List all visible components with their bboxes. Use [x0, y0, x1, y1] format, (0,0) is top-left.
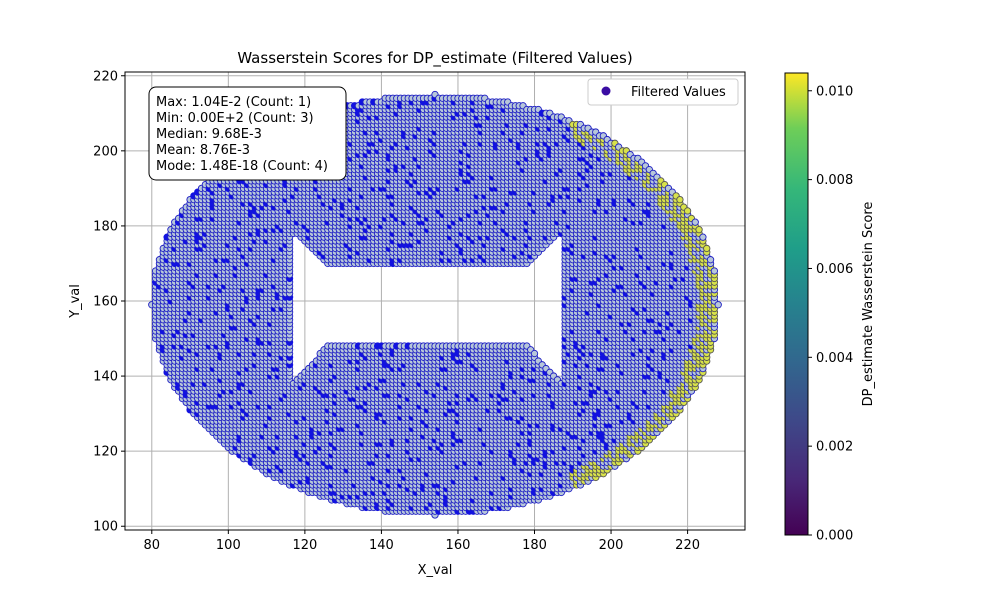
data-points [148, 90, 722, 519]
chart-title: Wasserstein Scores for DP_estimate (Filt… [237, 49, 632, 68]
